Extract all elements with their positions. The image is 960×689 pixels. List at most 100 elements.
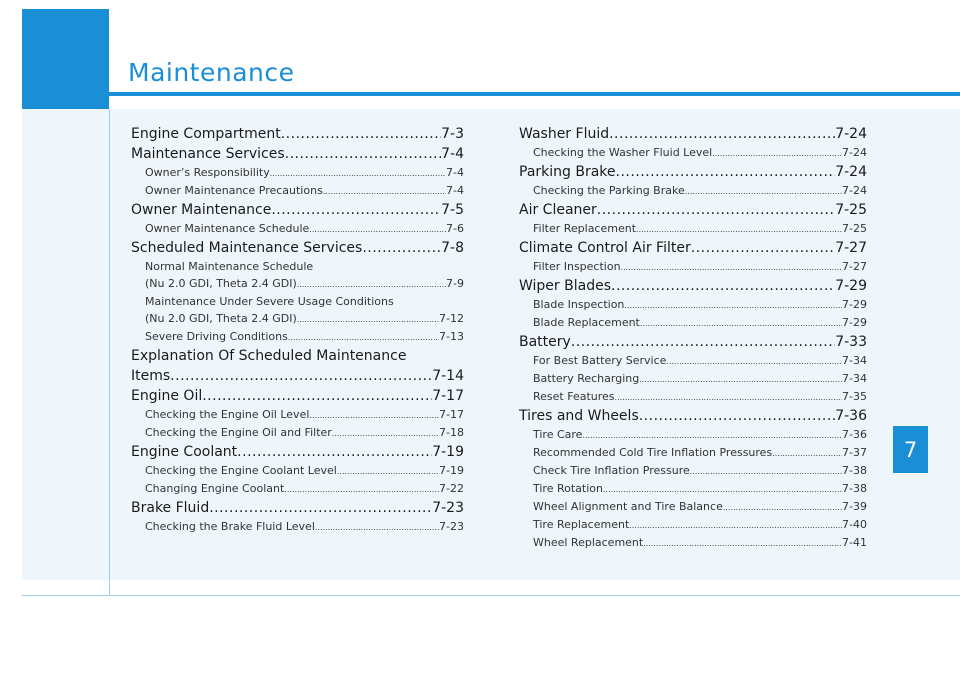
toc-entry-title: Brake Fluid bbox=[131, 500, 210, 516]
toc-entry-title: Checking the Brake Fluid Level bbox=[145, 520, 315, 533]
toc-sub-entry[interactable]: Blade Replacement 7-29 bbox=[519, 314, 867, 332]
toc-sub-entry[interactable]: Reset Features 7-35 bbox=[519, 388, 867, 406]
toc-page-number: 7-12 bbox=[439, 312, 464, 325]
toc-sub-entry[interactable]: Normal Maintenance Schedule bbox=[131, 258, 464, 275]
toc-dot-leader bbox=[237, 442, 432, 462]
toc-sub-entry[interactable]: Filter Inspection 7-27 bbox=[519, 258, 867, 276]
toc-sub-entry[interactable]: Owner’s Responsibility 7-4 bbox=[131, 164, 464, 182]
toc-sub-entry[interactable]: Checking the Parking Brake 7-24 bbox=[519, 182, 867, 200]
toc-entry-title: Tire Replacement bbox=[533, 518, 630, 531]
toc-page-number: 7-25 bbox=[835, 202, 867, 218]
toc-main-entry[interactable]: Engine Oil 7-17 bbox=[131, 386, 464, 406]
toc-page-number: 7-27 bbox=[842, 260, 867, 273]
toc-entry-title: Items bbox=[131, 368, 171, 384]
toc-sub-entry[interactable]: Battery Recharging 7-34 bbox=[519, 370, 867, 388]
toc-main-entry[interactable]: Wiper Blades 7-29 bbox=[519, 276, 867, 296]
toc-sub-entry[interactable]: Tire Replacement 7-40 bbox=[519, 516, 867, 534]
toc-entry-title: Changing Engine Coolant bbox=[145, 482, 285, 495]
toc-dot-leader bbox=[639, 406, 835, 426]
toc-dot-leader bbox=[170, 366, 432, 386]
toc-sub-entry[interactable]: Tire Rotation 7-38 bbox=[519, 480, 867, 498]
toc-entry-title: Owner Maintenance bbox=[131, 202, 272, 218]
toc-dot-leader bbox=[621, 258, 842, 276]
toc-page-number: 7-29 bbox=[842, 316, 867, 329]
toc-sub-entry[interactable]: Owner Maintenance Schedule 7-6 bbox=[131, 220, 464, 238]
toc-main-entry[interactable]: Brake Fluid 7-23 bbox=[131, 498, 464, 518]
toc-main-entry[interactable]: Engine Compartment 7-3 bbox=[131, 124, 464, 144]
toc-main-entry[interactable]: Battery 7-33 bbox=[519, 332, 867, 352]
toc-page-number: 7-5 bbox=[441, 202, 464, 218]
toc-main-entry[interactable]: Scheduled Maintenance Services 7-8 bbox=[131, 238, 464, 258]
toc-main-entry[interactable]: Items 7-14 bbox=[131, 366, 464, 386]
toc-page-number: 7-13 bbox=[439, 330, 464, 343]
toc-sub-entry[interactable]: Checking the Brake Fluid Level 7-23 bbox=[131, 518, 464, 536]
toc-dot-leader bbox=[615, 388, 843, 406]
toc-page-number: 7-14 bbox=[432, 368, 464, 384]
toc-entry-title: Engine Oil bbox=[131, 388, 203, 404]
toc-page-number: 7-27 bbox=[835, 240, 867, 256]
toc-entry-title: Check Tire Inflation Pressure bbox=[533, 464, 690, 477]
toc-entry-title: Tire Care bbox=[533, 428, 583, 441]
toc-page-number: 7-24 bbox=[835, 126, 867, 142]
toc-entry-title: Normal Maintenance Schedule bbox=[145, 260, 314, 273]
toc-main-entry[interactable]: Air Cleaner 7-25 bbox=[519, 200, 867, 220]
toc-sub-entry[interactable]: Wheel Replacement 7-41 bbox=[519, 534, 867, 552]
toc-dot-leader bbox=[685, 182, 842, 200]
toc-sub-entry[interactable]: Tire Care 7-36 bbox=[519, 426, 867, 444]
toc-entry-title: Checking the Engine Coolant Level bbox=[145, 464, 337, 477]
toc-dot-leader bbox=[337, 462, 439, 480]
toc-sub-entry[interactable]: Checking the Engine Coolant Level 7-19 bbox=[131, 462, 464, 480]
toc-page-number: 7-22 bbox=[439, 482, 464, 495]
toc-dot-leader bbox=[323, 182, 446, 200]
toc-page-number: 7-9 bbox=[446, 277, 464, 290]
toc-page-number: 7-19 bbox=[432, 444, 464, 460]
toc-dot-leader bbox=[209, 498, 432, 518]
toc-dot-leader bbox=[712, 144, 842, 162]
toc-dot-leader bbox=[690, 462, 842, 480]
toc-sub-entry[interactable]: Check Tire Inflation Pressure 7-38 bbox=[519, 462, 867, 480]
toc-main-entry[interactable]: Parking Brake 7-24 bbox=[519, 162, 867, 182]
toc-page-number: 7-24 bbox=[842, 184, 867, 197]
toc-page-number: 7-40 bbox=[842, 518, 867, 531]
toc-entry-title: Maintenance Services bbox=[131, 146, 285, 162]
toc-sub-entry[interactable]: Checking the Washer Fluid Level 7-24 bbox=[519, 144, 867, 162]
toc-dot-leader bbox=[629, 516, 842, 534]
toc-dot-leader bbox=[285, 144, 441, 164]
toc-entry-title: Wiper Blades bbox=[519, 278, 611, 294]
toc-main-entry[interactable]: Explanation Of Scheduled Maintenance bbox=[131, 346, 464, 366]
toc-sub-entry[interactable]: (Nu 2.0 GDI, Theta 2.4 GDI) 7-9 bbox=[131, 275, 464, 293]
toc-entry-title: Parking Brake bbox=[519, 164, 616, 180]
chapter-tab[interactable]: 7 bbox=[893, 426, 928, 473]
toc-sub-entry[interactable]: Wheel Alignment and Tire Balance 7-39 bbox=[519, 498, 867, 516]
toc-entry-title: Battery Recharging bbox=[533, 372, 640, 385]
toc-sub-entry[interactable]: Severe Driving Conditions 7-13 bbox=[131, 328, 464, 346]
toc-dot-leader bbox=[202, 386, 432, 406]
toc-sub-entry[interactable]: Maintenance Under Severe Usage Condition… bbox=[131, 293, 464, 310]
toc-main-entry[interactable]: Climate Control Air Filter 7-27 bbox=[519, 238, 867, 258]
toc-entry-title: Climate Control Air Filter bbox=[519, 240, 691, 256]
toc-entry-title: Checking the Parking Brake bbox=[533, 184, 685, 197]
toc-page-number: 7-23 bbox=[432, 500, 464, 516]
toc-sub-entry[interactable]: For Best Battery Service 7-34 bbox=[519, 352, 867, 370]
toc-main-entry[interactable]: Washer Fluid 7-24 bbox=[519, 124, 867, 144]
toc-sub-entry[interactable]: Owner Maintenance Precautions 7-4 bbox=[131, 182, 464, 200]
toc-page-number: 7-18 bbox=[439, 426, 464, 439]
toc-page-number: 7-17 bbox=[432, 388, 464, 404]
toc-sub-entry[interactable]: Checking the Engine Oil Level 7-17 bbox=[131, 406, 464, 424]
toc-sub-entry[interactable]: Blade Inspection 7-29 bbox=[519, 296, 867, 314]
toc-page-number: 7-29 bbox=[835, 278, 867, 294]
toc-main-entry[interactable]: Tires and Wheels 7-36 bbox=[519, 406, 867, 426]
toc-sub-entry[interactable]: (Nu 2.0 GDI, Theta 2.4 GDI) 7-12 bbox=[131, 310, 464, 328]
toc-main-entry[interactable]: Maintenance Services 7-4 bbox=[131, 144, 464, 164]
toc-sub-entry[interactable]: Filter Replacement 7-25 bbox=[519, 220, 867, 238]
toc-entry-title: Engine Coolant bbox=[131, 444, 238, 460]
header-rule bbox=[109, 92, 960, 96]
toc-main-entry[interactable]: Owner Maintenance 7-5 bbox=[131, 200, 464, 220]
toc-entry-title: Reset Features bbox=[533, 390, 615, 403]
toc-entry-title: Checking the Engine Oil and Filter bbox=[145, 426, 332, 439]
toc-sub-entry[interactable]: Changing Engine Coolant 7-22 bbox=[131, 480, 464, 498]
toc-sub-entry[interactable]: Checking the Engine Oil and Filter 7-18 bbox=[131, 424, 464, 442]
toc-entry-title: Explanation Of Scheduled Maintenance bbox=[131, 348, 407, 364]
toc-sub-entry[interactable]: Recommended Cold Tire Inflation Pressure… bbox=[519, 444, 867, 462]
toc-main-entry[interactable]: Engine Coolant 7-19 bbox=[131, 442, 464, 462]
